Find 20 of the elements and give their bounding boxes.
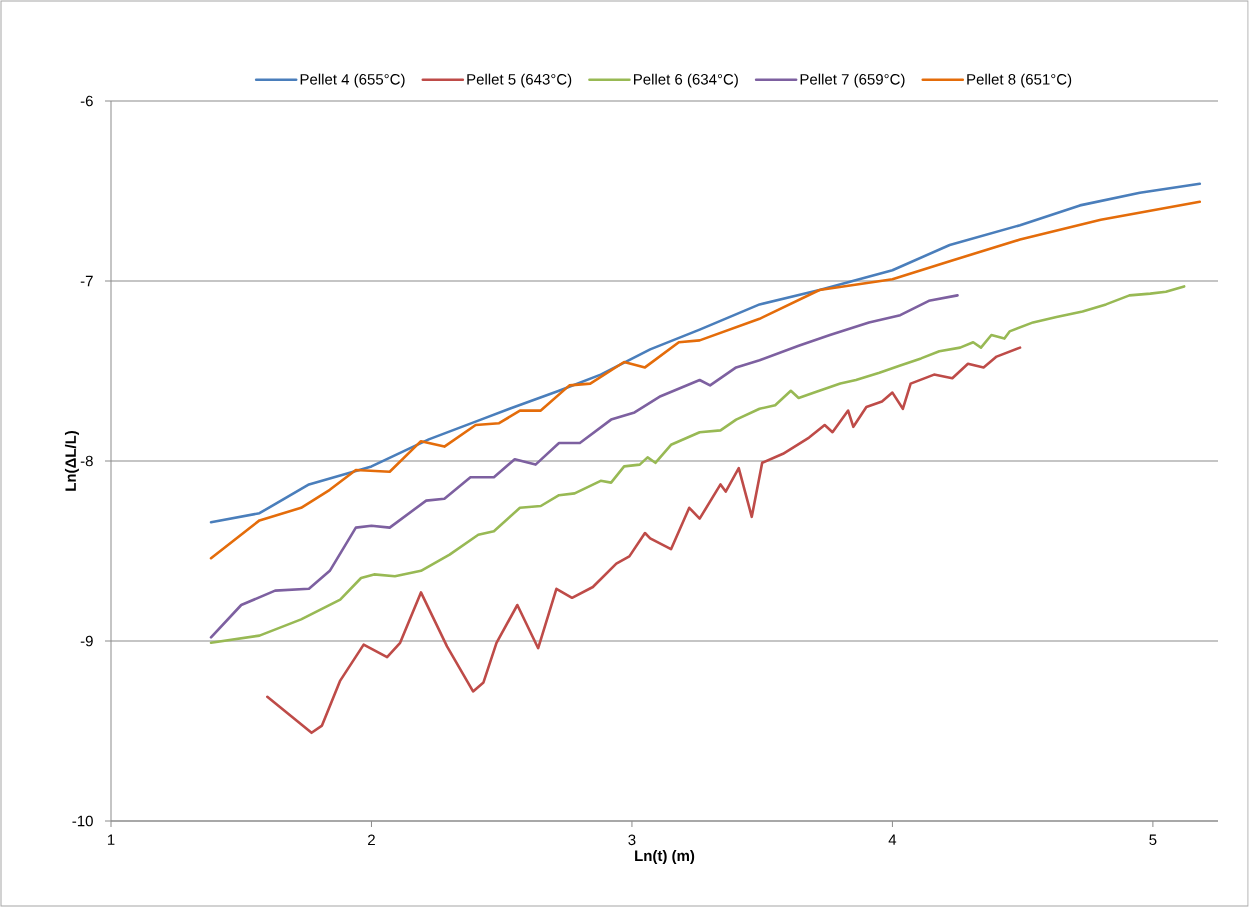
y-tick-label: -7 (80, 275, 93, 287)
legend-label: Pellet 8 (651°C) (967, 73, 1072, 88)
legend-label: Pellet 4 (655°C) (300, 73, 405, 88)
x-tick-label: 4 (888, 834, 897, 845)
x-tick-label: 5 (1149, 834, 1157, 845)
x-tick-label: 1 (107, 834, 115, 845)
y-axis-title: Ln(ΔL/L) (64, 430, 79, 491)
y-tick-label: -10 (72, 815, 93, 827)
x-tick-label: 3 (628, 834, 636, 846)
legend-label: Pellet 6 (634°C) (634, 73, 738, 88)
y-tick-label: -9 (80, 635, 93, 647)
line-series (265, 346, 1022, 735)
legend-label: Pellet 7 (659°C) (800, 73, 905, 88)
x-tick-label: 2 (368, 834, 375, 846)
y-tick-label: -8 (80, 455, 93, 467)
y-tick-label: -6 (80, 95, 93, 107)
line-series (209, 294, 959, 639)
line-series (209, 285, 1186, 645)
legend-label: Pellet 5 (643°C) (467, 73, 572, 88)
x-axis-title: Ln(t) (m) (635, 850, 695, 864)
